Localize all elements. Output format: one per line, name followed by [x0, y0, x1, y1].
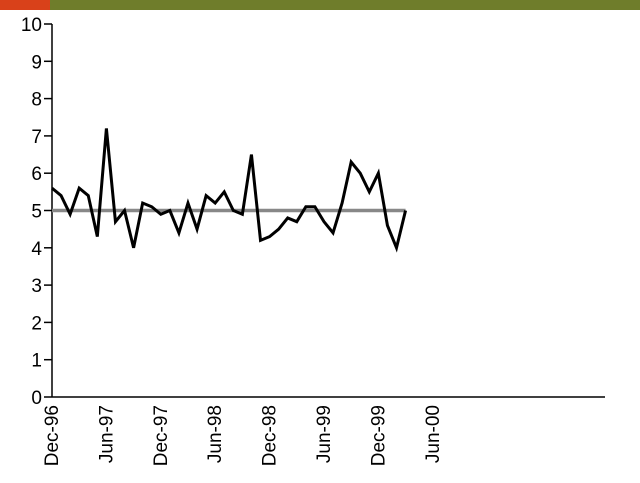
- header-bar: [50, 0, 640, 10]
- x-tick-label: Dec-98: [260, 405, 281, 466]
- x-tick-label: Dec-96: [42, 405, 63, 466]
- x-tick-label: Dec-99: [368, 405, 389, 466]
- line-series: [51, 128, 408, 253]
- y-tick-label: 9: [31, 52, 42, 73]
- y-tick-label: 6: [31, 164, 42, 185]
- y-tick-label: 5: [31, 202, 42, 223]
- x-tick-label: Jun-98: [205, 405, 226, 463]
- y-tick-label: 8: [31, 90, 42, 111]
- y-tick-label: 0: [31, 388, 42, 409]
- y-tick-label: 4: [31, 239, 42, 260]
- y-tick-label: 2: [31, 313, 42, 334]
- y-tick-label: 1: [31, 351, 42, 372]
- plot: 0 1 2 3 4 5 6 7 8 9 10 Dec-96 Jun-97 Dec-97 Jun-98 Dec-…: [21, 15, 605, 466]
- y-tick-label: 3: [31, 276, 42, 297]
- x-tick-label: Jun-00: [423, 405, 444, 463]
- y-tick-label: 7: [31, 127, 42, 148]
- x-tick-label: Dec-97: [151, 405, 172, 466]
- y-tick-label: 10: [21, 15, 42, 36]
- x-tick-label: Jun-99: [314, 405, 335, 463]
- header-accent: [0, 0, 50, 10]
- x-tick-label: Jun-97: [96, 405, 117, 463]
